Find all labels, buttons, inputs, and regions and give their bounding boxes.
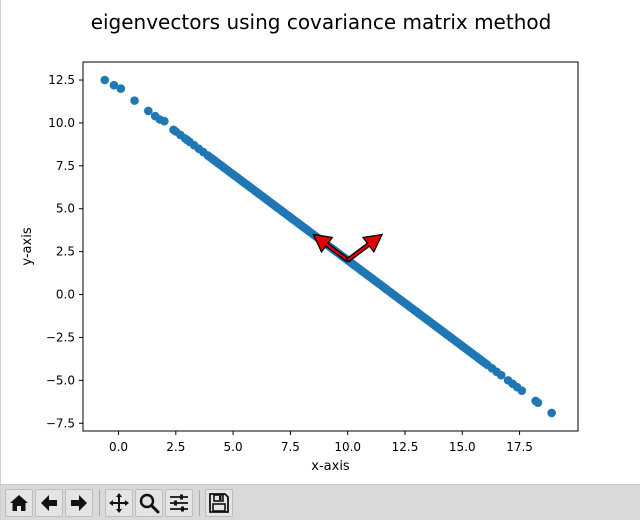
x-tick-label: 10.0: [334, 440, 361, 454]
scatter-point: [130, 96, 139, 105]
scatter-point: [100, 75, 110, 85]
y-tick-label: −5.0: [46, 373, 75, 387]
x-tick-label: 7.5: [281, 440, 300, 454]
navigation-toolbar: [1, 484, 640, 520]
back-arrow-icon: [41, 494, 57, 511]
eigenvector-arrows: [312, 233, 384, 263]
pan-icon: [109, 492, 129, 513]
y-ticks: −7.5 −5.0 −2.5 0.0 2.5 5.0 7.5 10.0 12.5: [46, 73, 83, 430]
x-tick-label: 5.0: [224, 440, 243, 454]
back-button[interactable]: [35, 488, 63, 517]
x-axis-label: x-axis: [311, 459, 350, 474]
scatter-point: [109, 80, 119, 90]
toolbar-separator: [199, 489, 200, 516]
x-tick-label: 12.5: [392, 440, 419, 454]
scatter-plot: eigenvectors using covariance matrix met…: [20, 10, 579, 474]
y-axis-label: y-axis: [20, 227, 35, 265]
x-ticks: 0.0 2.5 5.0 7.5 10.0 12.5 15.0 17.5: [109, 431, 533, 454]
x-tick-label: 15.0: [449, 440, 476, 454]
home-icon: [10, 494, 28, 511]
eigenvector-arrow: [312, 233, 350, 263]
toolbar-separator: [99, 489, 100, 516]
y-tick-label: 0.0: [56, 288, 75, 302]
save-icon: [209, 492, 229, 513]
y-tick-label: 10.0: [48, 116, 75, 130]
save-button[interactable]: [205, 488, 233, 517]
forward-arrow-icon: [71, 494, 87, 511]
zoom-icon: [139, 493, 160, 513]
scatter-point: [116, 84, 126, 93]
pan-button[interactable]: [105, 488, 133, 517]
subplots-config-icon: [170, 494, 188, 511]
y-tick-label: −2.5: [46, 330, 75, 344]
figure-canvas[interactable]: eigenvectors using covariance matrix met…: [1, 0, 640, 484]
x-tick-label: 0.0: [109, 440, 128, 454]
zoom-button[interactable]: [135, 488, 163, 517]
y-tick-label: 7.5: [56, 159, 75, 173]
forward-button[interactable]: [65, 488, 93, 517]
chart-title: eigenvectors using covariance matrix met…: [91, 10, 552, 34]
y-tick-label: 12.5: [48, 73, 75, 87]
y-tick-label: −7.5: [46, 416, 75, 430]
y-tick-label: 5.0: [56, 202, 75, 216]
scatter-point: [160, 116, 169, 126]
scatter-point: [144, 106, 153, 116]
x-tick-label: 17.5: [506, 440, 533, 454]
y-tick-label: 2.5: [56, 245, 75, 259]
home-button[interactable]: [5, 488, 33, 517]
x-tick-label: 2.5: [166, 440, 185, 454]
axes-frame: [82, 61, 579, 432]
scatter-point: [517, 386, 527, 395]
scatter-point: [533, 398, 543, 407]
scatter-point: [547, 408, 556, 418]
eigenvector-arrow: [345, 233, 384, 263]
scatter-point: [496, 370, 506, 380]
subplots-config-button[interactable]: [165, 488, 193, 517]
